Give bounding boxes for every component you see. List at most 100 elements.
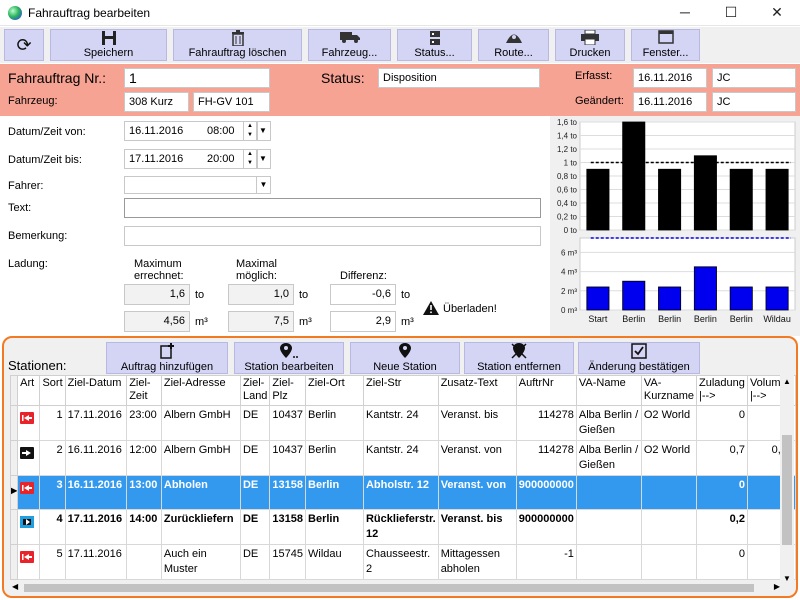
cell-order[interactable]: 900000000: [515, 475, 577, 510]
close-button[interactable]: ✕: [771, 4, 783, 20]
table-row[interactable]: 5 17.11.2016 Auch ein Muster DE 15745 Wildau C…: [9, 544, 796, 580]
cell-order[interactable]: 114278: [515, 440, 577, 476]
column-header[interactable]: Ziel-Datum: [64, 375, 128, 406]
cell-extra[interactable]: Veranst. bis: [437, 405, 517, 441]
minimize-button[interactable]: ─: [680, 4, 690, 20]
text-field[interactable]: [124, 198, 541, 218]
cell-zip[interactable]: 15745: [269, 544, 307, 580]
cell-load[interactable]: 0: [695, 544, 748, 580]
column-header[interactable]: Ziel-Ort: [305, 375, 364, 406]
cell-date[interactable]: 17.11.2016: [64, 405, 128, 441]
table-row[interactable]: 1 17.11.2016 23:00 Albern GmbH DE 10437 Berlin…: [9, 405, 796, 441]
cell-date[interactable]: 16.11.2016: [64, 440, 128, 476]
cell-address[interactable]: Abholen: [160, 475, 241, 510]
cell-street[interactable]: Rücklieferstr. 12: [362, 509, 439, 545]
cell-time[interactable]: [126, 544, 162, 580]
cell-country[interactable]: DE: [239, 405, 271, 441]
column-header[interactable]: Ziel-Adresse: [160, 375, 241, 406]
cell-extra[interactable]: Mittagessen abholen: [437, 544, 517, 580]
cell-va-short[interactable]: [640, 475, 697, 510]
vertical-scrollbar[interactable]: ▲ ▼: [780, 375, 794, 585]
to-datetime-field[interactable]: 17.11.2016 20:00: [124, 149, 258, 169]
cell-load[interactable]: 0: [695, 405, 748, 441]
row-header[interactable]: ▶: [9, 475, 19, 510]
cell-time[interactable]: 12:00: [126, 440, 162, 476]
cell-load[interactable]: 0,2: [695, 509, 748, 545]
cell-sort[interactable]: 3: [39, 475, 66, 510]
print-button[interactable]: Drucken: [555, 29, 625, 61]
driver-select[interactable]: ▼: [124, 176, 271, 194]
cell-city[interactable]: Berlin: [305, 440, 364, 476]
cell-country[interactable]: DE: [239, 440, 271, 476]
column-header[interactable]: Art: [17, 375, 41, 406]
scroll-right-icon[interactable]: ▶: [773, 582, 780, 591]
table-row[interactable]: 4 17.11.2016 14:00 Zurückliefern DE 13158 Berl…: [9, 509, 796, 545]
save-button[interactable]: Speichern: [50, 29, 167, 61]
cell-date[interactable]: 16.11.2016: [64, 475, 128, 510]
cell-order[interactable]: 900000000: [515, 509, 577, 545]
scroll-up-icon[interactable]: ▲: [783, 377, 791, 386]
cell-sort[interactable]: 2: [39, 440, 66, 476]
column-header[interactable]: Ziel-Zeit: [126, 375, 162, 406]
edit-station-button[interactable]: Station bearbeiten: [234, 342, 344, 374]
status-field[interactable]: Disposition: [378, 68, 540, 88]
row-header[interactable]: [9, 440, 19, 476]
remove-station-button[interactable]: Station entfernen: [464, 342, 574, 374]
column-header[interactable]: Ziel-Land: [239, 375, 271, 406]
cell-street[interactable]: Kantstr. 24: [362, 440, 439, 476]
order-number-field[interactable]: 1: [124, 68, 270, 88]
cell-address[interactable]: Albern GmbH: [160, 405, 241, 441]
cell-va-name[interactable]: Alba Berlin / Gießen: [575, 440, 642, 476]
cell-zip[interactable]: 13158: [269, 475, 307, 510]
column-header[interactable]: VA-Kurzname: [640, 375, 697, 406]
cell-city[interactable]: Wildau: [305, 544, 364, 580]
cell-extra[interactable]: Veranst. von: [437, 475, 517, 510]
status-button[interactable]: Status...: [397, 29, 472, 61]
row-header[interactable]: [9, 509, 19, 545]
cell-street[interactable]: Chausseestr. 2: [362, 544, 439, 580]
column-header[interactable]: Ziel-Plz: [269, 375, 307, 406]
cell-va-short[interactable]: [640, 544, 697, 580]
column-header[interactable]: Sort: [39, 375, 66, 406]
column-header[interactable]: Ziel-Str: [362, 375, 439, 406]
table-row[interactable]: 2 16.11.2016 12:00 Albern GmbH DE 10437 Berlin…: [9, 440, 796, 476]
cell-zip[interactable]: 10437: [269, 440, 307, 476]
scroll-left-icon[interactable]: ◀: [12, 582, 19, 591]
cell-street[interactable]: Kantstr. 24: [362, 405, 439, 441]
cell-order[interactable]: 114278: [515, 405, 577, 441]
cell-order[interactable]: -1: [515, 544, 577, 580]
cell-time[interactable]: 14:00: [126, 509, 162, 545]
cell-sort[interactable]: 5: [39, 544, 66, 580]
cell-date[interactable]: 17.11.2016: [64, 544, 128, 580]
cell-va-short[interactable]: O2 World: [640, 405, 697, 441]
row-header[interactable]: [9, 544, 19, 580]
from-time-spinner[interactable]: ▲ ▼: [243, 121, 257, 141]
horizontal-scrollbar[interactable]: ◀ ▶: [10, 582, 782, 594]
cell-zip[interactable]: 10437: [269, 405, 307, 441]
cell-sort[interactable]: 1: [39, 405, 66, 441]
maximize-button[interactable]: ☐: [724, 4, 738, 20]
column-header[interactable]: AuftrNr: [515, 375, 577, 406]
cell-date[interactable]: 17.11.2016: [64, 509, 128, 545]
cell-country[interactable]: DE: [239, 544, 271, 580]
cell-va-name[interactable]: Alba Berlin / Gießen: [575, 405, 642, 441]
table-row[interactable]: ▶ 3 16.11.2016 13:00 Abholen DE 13158 Berlin Abh…: [9, 475, 796, 510]
cell-street[interactable]: Abholstr. 12: [362, 475, 439, 510]
cell-country[interactable]: DE: [239, 509, 271, 545]
add-order-button[interactable]: Auftrag hinzufügen: [106, 342, 228, 374]
refresh-button[interactable]: ⟳: [4, 29, 44, 61]
cell-load[interactable]: 0,7: [695, 440, 748, 476]
remark-field[interactable]: [124, 226, 541, 246]
cell-address[interactable]: Albern GmbH: [160, 440, 241, 476]
cell-va-name[interactable]: [575, 475, 642, 510]
cell-city[interactable]: Berlin: [305, 475, 364, 510]
confirm-change-button[interactable]: Änderung bestätigen: [578, 342, 700, 374]
cell-va-short[interactable]: [640, 509, 697, 545]
new-station-button[interactable]: Neue Station: [350, 342, 460, 374]
cell-load[interactable]: 0: [695, 475, 748, 510]
cell-extra[interactable]: Veranst. von: [437, 440, 517, 476]
column-header[interactable]: VA-Name: [575, 375, 642, 406]
cell-address[interactable]: Zurückliefern: [160, 509, 241, 545]
column-header[interactable]: Zusatz-Text: [437, 375, 517, 406]
vehicle-button[interactable]: Fahrzeug...: [308, 29, 391, 61]
